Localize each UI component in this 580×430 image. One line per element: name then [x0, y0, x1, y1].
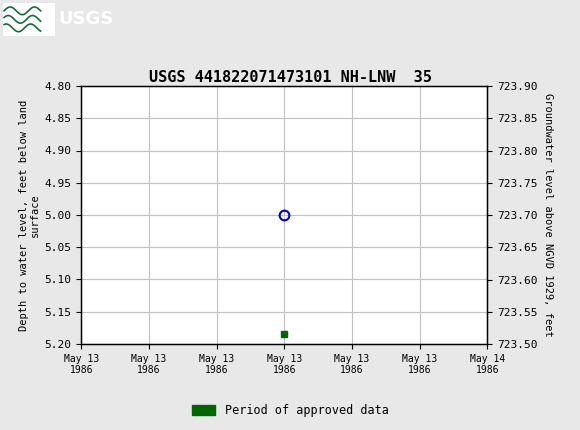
Text: USGS: USGS [58, 10, 113, 28]
Text: USGS 441822071473101 NH-LNW  35: USGS 441822071473101 NH-LNW 35 [148, 70, 432, 85]
Legend: Period of approved data: Period of approved data [187, 399, 393, 422]
Y-axis label: Depth to water level, feet below land
surface: Depth to water level, feet below land su… [19, 99, 41, 331]
Bar [3, 3, 55, 36]
Y-axis label: Groundwater level above NGVD 1929, feet: Groundwater level above NGVD 1929, feet [543, 93, 553, 337]
